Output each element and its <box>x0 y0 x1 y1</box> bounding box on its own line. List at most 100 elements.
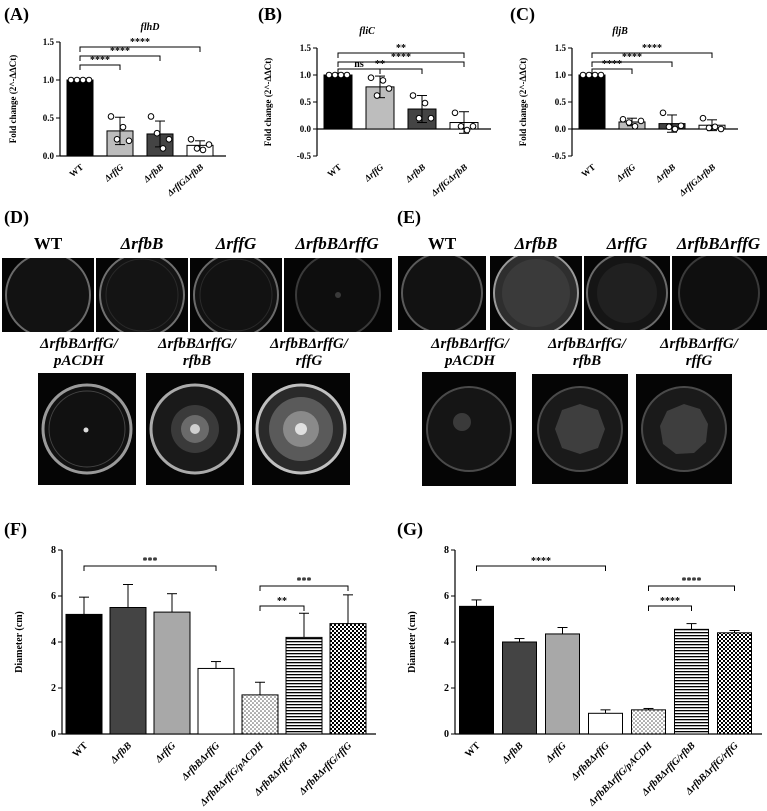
x-tick-label: ΔrfbB <box>499 740 526 767</box>
plate-image <box>490 256 582 330</box>
y-tick-label: 6 <box>444 591 449 602</box>
y-tick-label: -0.5 <box>552 151 567 161</box>
bar <box>109 607 147 735</box>
significance-bracket <box>476 565 606 571</box>
data-point <box>665 123 673 131</box>
significance-label: **** <box>531 556 551 567</box>
plate-label-comp-rfbb: ΔrfbBΔrffG/rfbB <box>548 336 626 369</box>
panel-label-a: (A) <box>4 4 29 24</box>
significance-label: **** <box>130 37 150 48</box>
panel-label-f: (F) <box>4 519 27 539</box>
data-point <box>373 92 381 99</box>
data-point <box>409 92 417 99</box>
x-tick-label: ΔrffG <box>614 162 638 184</box>
plate-label-pacdh: ΔrfbBΔrffG/pACDH <box>40 336 118 369</box>
significance-bracket <box>591 68 633 74</box>
data-point <box>193 145 201 152</box>
data-point <box>619 115 627 123</box>
x-tick-label: ΔrfbB <box>108 740 135 767</box>
significance-bracket <box>591 61 673 67</box>
plate-image <box>38 373 136 485</box>
data-point <box>147 113 155 120</box>
y-tick-label: 4 <box>51 637 56 648</box>
y-axis-label: Fold change (2^-ΔΔCt) <box>8 55 18 144</box>
plate-image <box>190 258 282 332</box>
x-tick-label: WT <box>71 740 91 760</box>
x-tick-label: ΔrfbBΔrffG <box>179 740 223 784</box>
data-point <box>119 123 127 131</box>
x-tick-label: WT <box>67 162 85 179</box>
data-point <box>671 125 679 133</box>
significance-label: **** <box>391 52 411 63</box>
y-tick-label: 0.0 <box>43 151 55 161</box>
bar <box>588 712 623 735</box>
bar <box>459 605 494 735</box>
plate-label-double: ΔrfbBΔrffG <box>676 234 761 253</box>
significance-label: ** <box>375 59 385 70</box>
significance-label: *** <box>143 556 158 567</box>
y-tick-label: 6 <box>51 591 56 602</box>
data-point <box>187 135 195 143</box>
y-tick-label: 0.0 <box>300 124 312 134</box>
significance-label: **** <box>682 576 702 587</box>
y-axis-label: Diameter (cm) <box>14 611 25 673</box>
plate-label-rfbb: ΔrfbB <box>514 234 558 253</box>
y-tick-label: 2 <box>444 683 449 694</box>
data-point <box>165 135 173 143</box>
panel-label-g: (G) <box>397 519 423 539</box>
plate-image <box>146 373 244 485</box>
significance-label: ** <box>277 596 287 607</box>
x-tick-label: ΔrffG <box>102 162 126 184</box>
data-point <box>463 126 471 134</box>
data-point <box>427 114 435 122</box>
bar <box>329 623 367 735</box>
data-point <box>343 71 351 79</box>
y-tick-label: 0.5 <box>43 113 55 123</box>
data-point <box>205 141 213 148</box>
plate-label-double: ΔrfbBΔrffG <box>295 234 379 253</box>
x-tick-label: ΔrfbB <box>403 162 428 185</box>
significance-bracket <box>83 565 217 571</box>
significance-bracket <box>79 64 121 70</box>
chart-title: flhD <box>141 22 160 33</box>
x-tick-label: ΔrffG <box>153 740 179 766</box>
data-point <box>153 129 161 137</box>
plate-label-rfbb: ΔrfbB <box>120 234 164 253</box>
data-point <box>125 137 133 145</box>
bar <box>323 74 353 130</box>
data-point <box>591 71 599 79</box>
y-tick-label: 1.5 <box>43 37 55 47</box>
bar <box>674 628 709 735</box>
data-point <box>711 123 719 131</box>
panel-label-e: (E) <box>397 207 421 227</box>
data-point <box>717 125 725 133</box>
data-point <box>677 122 685 130</box>
plate-label-rffg: ΔrffG <box>215 234 257 253</box>
significance-bracket <box>591 52 713 58</box>
significance-label: ** <box>396 43 406 54</box>
plate-label-wt: WT <box>427 234 457 253</box>
data-point <box>659 109 667 117</box>
plate-image <box>636 374 732 484</box>
data-point <box>705 124 713 132</box>
data-point <box>699 114 707 122</box>
data-point <box>67 76 75 84</box>
chart-flic: fliC -0.5 0.0 0.5 1.0 1.5 Fold change (2^-ΔΔCt… <box>263 26 491 199</box>
y-tick-label: -0.5 <box>297 151 312 161</box>
significance-bracket <box>259 605 305 611</box>
data-point <box>585 71 593 79</box>
plate-label-comp-rfbb: ΔrfbBΔrffG/rfbB <box>158 336 236 369</box>
bar <box>241 694 279 735</box>
plate-image <box>2 258 94 332</box>
significance-label: **** <box>90 55 110 66</box>
y-axis-label: Diameter (cm) <box>407 611 418 673</box>
data-point <box>331 71 339 79</box>
plate-label-comp-rffg: ΔrfbBΔrffG/rffG <box>660 336 738 369</box>
data-point <box>379 77 387 84</box>
significance-label: **** <box>602 59 622 70</box>
data-point <box>337 71 345 79</box>
x-tick-label: WT <box>325 162 343 179</box>
y-tick-label: 1.0 <box>43 75 55 85</box>
